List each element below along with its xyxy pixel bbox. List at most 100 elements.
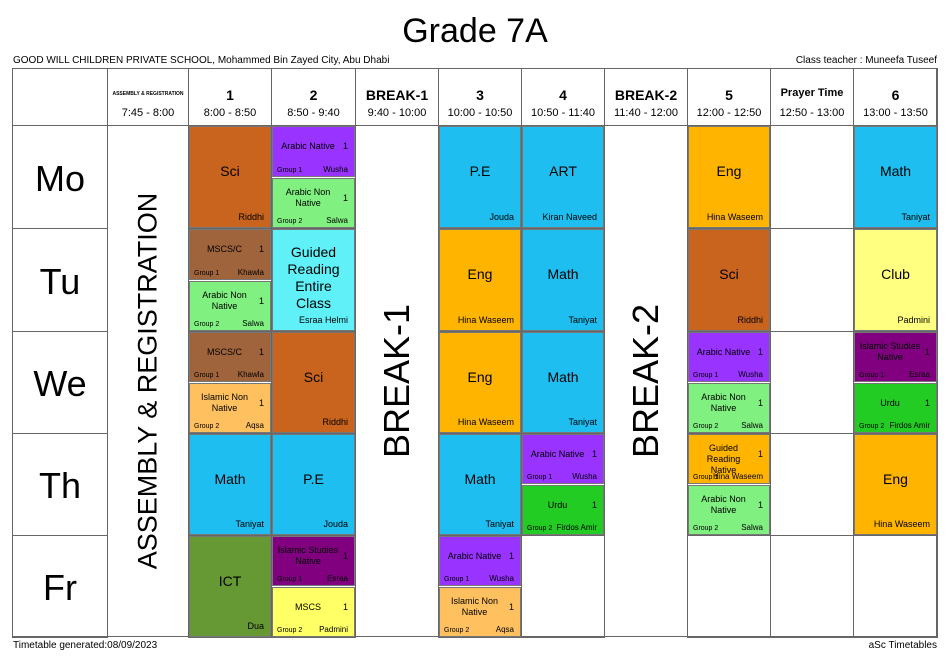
lesson: Arabic Native 1 Group 1 Wusha bbox=[522, 434, 604, 484]
lesson: Eng Hina Waseem bbox=[439, 332, 521, 433]
lesson: Math Taniyat bbox=[522, 332, 604, 433]
lesson: Urdu 1 Group 2 Firdos Amir bbox=[522, 485, 604, 535]
teacher: Salwa bbox=[326, 216, 348, 225]
teacher: Jouda bbox=[489, 212, 514, 222]
school: GOOD WILL CHILDREN PRIVATE SCHOOL, Moham… bbox=[13, 55, 390, 66]
count: 1 bbox=[508, 551, 514, 561]
lesson: MSCS/C 1 Group 1 Khawla bbox=[189, 229, 271, 280]
period-header: 1 8:00 - 8:50 bbox=[188, 68, 272, 126]
subject: Guided Reading Entire Class bbox=[287, 244, 340, 311]
lesson: Guided Reading Entire Class Esraa Helmi bbox=[272, 229, 355, 331]
lesson: Islamic Non Native 1 Group 2 Aqsa bbox=[189, 383, 271, 433]
count: 1 bbox=[757, 398, 763, 408]
lesson: Islamic Studies Native 1 Group 1 Esraa bbox=[854, 332, 937, 382]
slot bbox=[770, 331, 854, 434]
day-cell: Th bbox=[12, 433, 108, 536]
count: 1 bbox=[258, 398, 264, 408]
teacher: Riddhi bbox=[737, 315, 763, 325]
teacher: Aqsa bbox=[245, 421, 264, 430]
subject: Arabic Non Native bbox=[285, 186, 331, 208]
subject: Islamic Studies Native bbox=[277, 545, 339, 566]
teacher: Riddhi bbox=[322, 417, 348, 427]
banner-column: BREAK-2 bbox=[604, 125, 688, 637]
count: 1 bbox=[508, 602, 514, 612]
group: Group 1 bbox=[693, 372, 719, 379]
group: Group 2 bbox=[277, 627, 303, 634]
group: Group 1 bbox=[277, 166, 303, 174]
lesson: Arabic Native 1 Group 1 Wusha bbox=[272, 126, 355, 177]
subject: Urdu bbox=[880, 398, 900, 408]
slot bbox=[521, 535, 605, 638]
period-header: 3 10:00 - 10:50 bbox=[438, 68, 522, 126]
teacher: Firdos Amir bbox=[889, 421, 930, 430]
group: Group 1 bbox=[527, 474, 553, 481]
day-cell: Mo bbox=[12, 125, 108, 229]
day-name: Tu bbox=[39, 260, 81, 302]
teacher: Taniyat bbox=[568, 315, 597, 325]
subject: Urdu bbox=[547, 500, 568, 510]
subject: Club bbox=[881, 266, 910, 282]
teacher: Esraa bbox=[909, 370, 930, 379]
period-name: BREAK-2 bbox=[614, 87, 678, 103]
count: 1 bbox=[591, 500, 597, 510]
period-name: BREAK-1 bbox=[365, 87, 429, 103]
count: 1 bbox=[924, 347, 930, 357]
teacher: Esraa bbox=[327, 574, 348, 583]
subject: Arabic Native bbox=[281, 141, 335, 151]
subject: Math bbox=[214, 471, 246, 487]
lesson: MSCS/C 1 Group 1 Khawla bbox=[189, 332, 271, 382]
lesson: P.E Jouda bbox=[272, 434, 355, 535]
subject: Arabic Non Native bbox=[202, 289, 247, 311]
teacher: Wusha bbox=[572, 472, 597, 481]
subject: Eng bbox=[467, 369, 493, 385]
class-teacher: Class teacher : Muneefa Tuseef bbox=[795, 55, 937, 66]
subject: Math bbox=[464, 471, 496, 487]
teacher: Taniyat bbox=[901, 212, 930, 222]
period-name: 5 bbox=[725, 87, 733, 103]
teacher: Wusha bbox=[323, 164, 348, 174]
period-name: ASSEMBLY & REGISTRATION bbox=[112, 91, 184, 97]
period-time: 7:45 - 8:00 bbox=[121, 107, 175, 119]
day-cell: Fr bbox=[12, 535, 108, 638]
group: Group 2 bbox=[527, 525, 553, 532]
period-time: 10:50 - 11:40 bbox=[530, 107, 595, 119]
subject: Arabic Non Native bbox=[701, 494, 746, 515]
teacher: Taniyat bbox=[568, 417, 597, 427]
period-time: 12:50 - 13:00 bbox=[779, 107, 845, 119]
lesson: Arabic Non Native 1 Group 2 Salwa bbox=[189, 280, 271, 331]
count: 1 bbox=[591, 449, 597, 459]
period-time: 8:00 - 8:50 bbox=[203, 107, 257, 119]
teacher: Hina Waseem bbox=[706, 212, 763, 222]
period-header: BREAK-2 11:40 - 12:00 bbox=[604, 68, 688, 126]
subject: ICT bbox=[218, 573, 242, 589]
subject: Eng bbox=[467, 266, 493, 282]
slot bbox=[770, 228, 854, 332]
lesson: Guided Reading Native 1 Group 1 Hina Waseem bbox=[688, 434, 770, 484]
count: 1 bbox=[757, 449, 763, 459]
teacher: Khawla bbox=[237, 370, 264, 379]
teacher: Taniyat bbox=[485, 519, 514, 529]
group: Group 1 bbox=[194, 269, 220, 277]
period-name: 2 bbox=[309, 87, 318, 103]
count: 1 bbox=[757, 347, 763, 357]
slot bbox=[271, 535, 356, 638]
count: 1 bbox=[342, 551, 348, 561]
teacher: Wusha bbox=[489, 574, 514, 583]
lesson: Sci Riddhi bbox=[189, 126, 271, 228]
period-header: 2 8:50 - 9:40 bbox=[271, 68, 356, 126]
teacher: Dua bbox=[247, 621, 264, 631]
banner-text: ASSEMBLY & REGISTRATION bbox=[132, 192, 163, 570]
lesson: Islamic Non Native 1 Group 2 Aqsa bbox=[439, 587, 521, 637]
group: Group 2 bbox=[277, 218, 303, 225]
teacher: Jouda bbox=[323, 519, 348, 529]
slot bbox=[770, 125, 854, 229]
slot bbox=[687, 535, 771, 638]
day-cell: Tu bbox=[12, 228, 108, 332]
day-cell: We bbox=[12, 331, 108, 434]
period-time: 10:00 - 10:50 bbox=[447, 107, 513, 119]
day-name: Mo bbox=[34, 157, 85, 199]
lesson: Eng Hina Waseem bbox=[688, 126, 770, 228]
teacher: Taniyat bbox=[235, 519, 264, 529]
subject: Islamic Studies Native bbox=[859, 341, 921, 362]
lesson: ART Kiran Naveed bbox=[522, 126, 604, 228]
